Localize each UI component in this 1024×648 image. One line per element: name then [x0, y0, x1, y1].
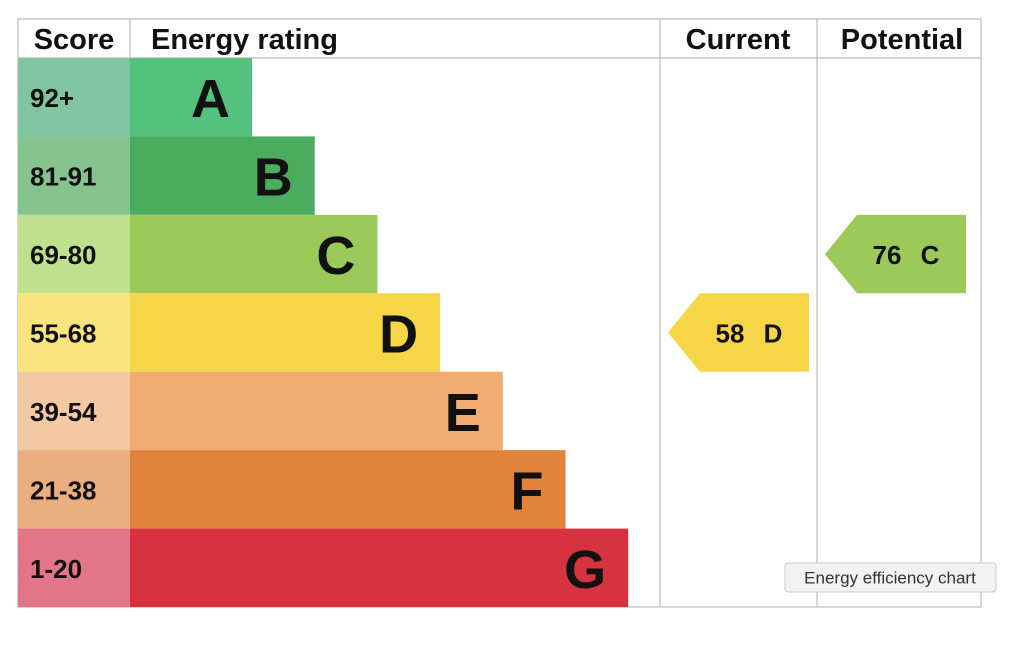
score-range: 39-54 — [30, 397, 97, 427]
potential-score: 76 — [873, 240, 902, 270]
score-cell — [18, 136, 130, 215]
score-range: 92+ — [30, 83, 74, 113]
score-cell — [18, 293, 130, 372]
header-score: Score — [34, 24, 115, 56]
score-range: 1-20 — [30, 554, 82, 584]
rating-letter: A — [191, 69, 230, 129]
score-range: 69-80 — [30, 240, 97, 270]
score-range: 21-38 — [30, 475, 97, 505]
rating-letter: D — [379, 305, 418, 365]
header-potential: Potential — [841, 24, 963, 56]
rating-letter: C — [316, 226, 355, 286]
rating-bar — [130, 214, 378, 294]
tooltip: Energy efficiency chart — [784, 562, 997, 593]
rating-letter: E — [445, 383, 481, 443]
rating-bar — [130, 58, 252, 137]
header-energy-rating: Energy rating — [151, 24, 338, 56]
rating-letter: G — [564, 540, 606, 600]
score-range: 55-68 — [30, 319, 97, 349]
tooltip-box — [784, 562, 997, 593]
current-arrow — [668, 293, 809, 372]
score-cell — [18, 371, 130, 451]
current-score: 58 — [716, 319, 745, 349]
rows: 92+ A 81-91 B 69-80 C 55-68 D 39-54 E 21-38 F 1-20 G — [18, 58, 629, 607]
score-range: 81-91 — [30, 162, 97, 192]
potential-letter: C — [921, 240, 940, 270]
current-letter: D — [764, 319, 783, 349]
rating-bar — [130, 450, 566, 529]
rating-bar — [130, 136, 315, 215]
rating-bar — [130, 293, 441, 372]
rating-bar — [130, 528, 629, 607]
rating-letter: F — [511, 461, 544, 521]
arrows: 58 D 76 C — [668, 214, 966, 372]
score-cell — [18, 58, 130, 137]
header-current: Current — [686, 24, 791, 56]
score-cell — [18, 450, 130, 529]
potential-arrow — [825, 214, 966, 294]
score-cell — [18, 528, 130, 607]
tooltip-text: Energy efficiency chart — [804, 569, 976, 588]
rating-bar — [130, 371, 503, 451]
score-cell — [18, 214, 130, 294]
rating-letter: B — [254, 148, 293, 208]
